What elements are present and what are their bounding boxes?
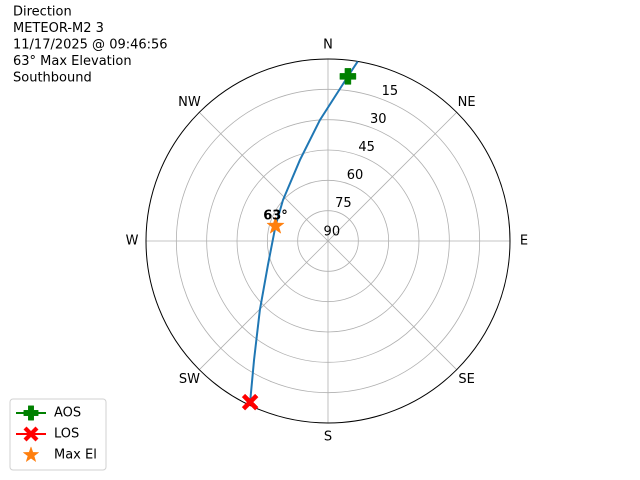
marker: [241, 393, 259, 411]
y-tick-label: 15: [382, 84, 399, 99]
y-tick-label: 30: [370, 112, 387, 127]
y-tick-label: 90: [324, 224, 341, 239]
annotation: 11/17/2025 @ 09:46:56: [13, 38, 168, 53]
legend-marker: [22, 446, 40, 463]
y-tick-label: 45: [358, 140, 375, 155]
x-tick-label: E: [520, 234, 528, 249]
legend-label: AOS: [54, 406, 81, 421]
annotation: Direction: [13, 5, 72, 20]
x-tick-label: NW: [178, 95, 201, 110]
track-line: [249, 60, 359, 403]
x-tick-label: W: [126, 234, 139, 249]
grid-line: [199, 112, 329, 242]
x-tick-label: NE: [458, 95, 476, 110]
x-tick-label: S: [324, 430, 332, 445]
x-tick-label: N: [323, 38, 333, 53]
marker: [266, 216, 285, 234]
x-tick-label: SE: [458, 372, 474, 387]
legend-label: Max El: [54, 448, 97, 463]
polar-frame: [145, 58, 511, 424]
annotation: METEOR-M2 3: [13, 21, 104, 36]
data-label: 63°: [263, 208, 288, 223]
marker: [339, 68, 357, 85]
legend-label: LOS: [54, 427, 79, 442]
legend-marker: [23, 426, 39, 442]
grid-line: [327, 240, 457, 370]
annotation: Southbound: [13, 71, 92, 86]
y-tick-label: 75: [335, 196, 352, 211]
legend-marker: [23, 405, 39, 421]
annotation: 63° Max Elevation: [13, 54, 132, 69]
y-tick-label: 60: [347, 168, 364, 183]
x-tick-label: SW: [179, 372, 200, 387]
grid-line: [199, 240, 329, 370]
grid-line: [327, 112, 457, 242]
